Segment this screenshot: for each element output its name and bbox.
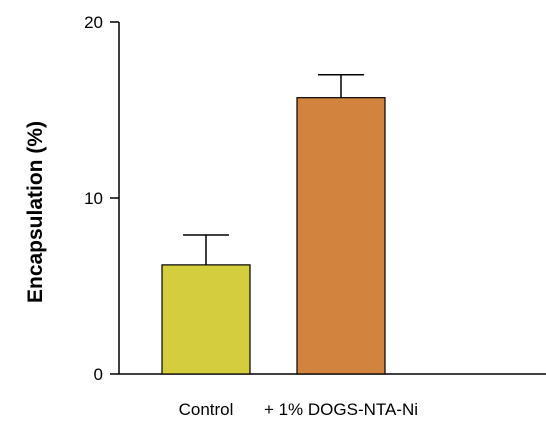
y-tick-label: 20 bbox=[84, 13, 103, 32]
x-category-label: Control bbox=[179, 400, 234, 419]
y-tick-label: 0 bbox=[94, 365, 103, 384]
y-axis-title: Encapsulation (%) bbox=[24, 121, 47, 303]
y-tick-label: 10 bbox=[84, 189, 103, 208]
x-category-label: + 1% DOGS-NTA-Ni bbox=[264, 400, 418, 419]
bar bbox=[296, 97, 386, 375]
bar bbox=[161, 264, 251, 375]
